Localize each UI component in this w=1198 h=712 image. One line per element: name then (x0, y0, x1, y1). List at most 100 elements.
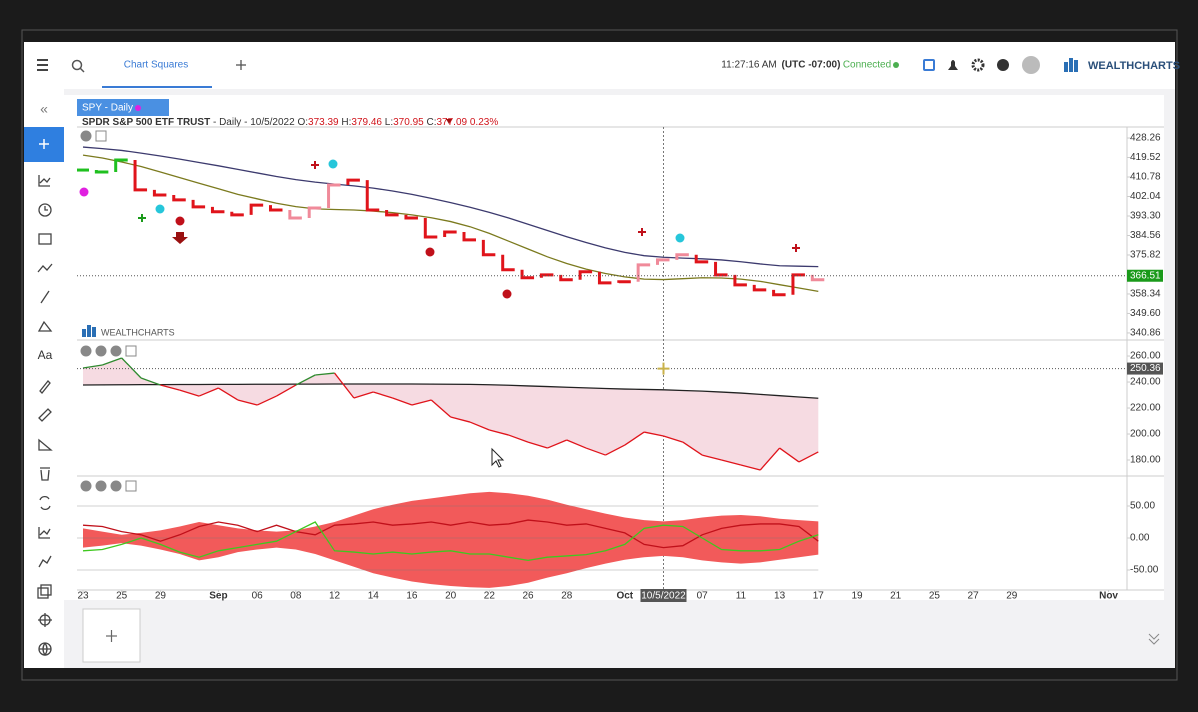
timezone: (UTC -07:00) (782, 60, 841, 71)
settings-icon[interactable] (971, 58, 985, 72)
oscillator-segment (624, 431, 645, 446)
x-tick-label: 11 (736, 591, 747, 602)
oscillator-segment (430, 399, 452, 418)
panel-button[interactable] (80, 480, 92, 492)
help-icon[interactable] (997, 59, 1009, 71)
panel-button[interactable] (95, 480, 107, 492)
panel-button[interactable] (125, 480, 137, 492)
x-tick-label: 12 (329, 591, 341, 602)
last-tag (1127, 269, 1163, 282)
search-icon[interactable] (71, 59, 85, 73)
oscillator-segment (121, 357, 142, 379)
signal-dot (328, 159, 338, 169)
price-bar (462, 232, 476, 242)
cursor-label: 10/5/2022 (641, 591, 686, 602)
oscillator-segment (160, 384, 180, 391)
price-bar (714, 261, 728, 277)
expand[interactable] (1148, 633, 1160, 645)
y-tick-label: 220.00 (1130, 403, 1161, 414)
panel-button[interactable] (110, 345, 122, 357)
x-tick-label: 06 (252, 591, 264, 602)
symbol-dot (135, 105, 141, 111)
panel-button[interactable] (125, 345, 137, 357)
signal-dot (155, 204, 165, 214)
x-tick-label: Sep (209, 591, 227, 602)
x-tick-label: 23 (77, 591, 89, 602)
y-tick-label: 375.82 (1130, 250, 1161, 261)
y-tick-label: 340.86 (1130, 328, 1161, 339)
oscillator-segment (256, 395, 277, 406)
oscillator-segment (237, 399, 258, 406)
x-tick-label: 28 (561, 591, 573, 602)
collapse[interactable]: « (40, 101, 48, 117)
instrument: SPDR S&P 500 ETF TRUST (82, 117, 210, 128)
save-icon[interactable] (923, 59, 935, 71)
price-bar (791, 273, 805, 295)
y-tick-label: 419.52 (1130, 152, 1161, 163)
cursor-marker (657, 362, 670, 375)
avatar[interactable] (1022, 56, 1040, 74)
y-tick-label: 200.00 (1130, 429, 1161, 440)
spread-fill (83, 357, 819, 471)
y-tick-label: 402.04 (1130, 191, 1161, 202)
legend: SPDR S&P 500 ETF TRUST - Daily - 10/5/20… (82, 117, 498, 128)
price-bar (152, 189, 167, 197)
x-tick-label: 19 (851, 591, 863, 602)
sidebar (24, 89, 64, 668)
price-bar (114, 158, 128, 173)
price-bar (133, 160, 148, 192)
ohlc-key: O: (297, 117, 308, 128)
oscillator-segment (469, 421, 490, 431)
oscillator-segment (663, 435, 684, 443)
price-bar (675, 253, 689, 260)
price-bar (810, 274, 825, 282)
alert-icon[interactable] (948, 60, 958, 70)
panel-button[interactable] (110, 480, 122, 492)
x-tick-label: 22 (484, 591, 496, 602)
change: 0.23% (470, 117, 498, 128)
panel-button[interactable] (95, 345, 107, 357)
price-bar (230, 211, 244, 217)
oscillator-segment (140, 377, 161, 386)
oscillator-segment (585, 447, 606, 456)
x-tick-label: Nov (1099, 591, 1118, 602)
text-tool[interactable]: Aa (38, 348, 53, 362)
y-tick-label: 0.00 (1130, 533, 1150, 544)
price-bar (269, 205, 283, 212)
price-bar (481, 239, 496, 257)
oscillator-segment (779, 447, 800, 463)
oscillator-segment (740, 464, 761, 471)
tool-icons[interactable] (37, 175, 53, 657)
signal-dot (502, 289, 512, 299)
ohlc-key: H: (341, 117, 351, 128)
price-bar (288, 209, 302, 220)
panel-button[interactable] (80, 345, 92, 357)
x-tick-label: 14 (368, 591, 380, 602)
x-tick-label: 08 (290, 591, 302, 602)
series-line (82, 383, 819, 399)
price-bar (617, 280, 631, 284)
y-tick-label: 50.00 (1130, 501, 1155, 512)
menu-icon[interactable] (37, 59, 48, 71)
oscillator-segment (218, 387, 239, 401)
oscillator-segment (508, 434, 529, 443)
price-bar (327, 183, 341, 208)
oscillator-segment (295, 374, 316, 386)
y-tick-label: 428.26 (1130, 133, 1161, 144)
brand-logo (1064, 58, 1078, 72)
last-label: 250.36 (1130, 363, 1161, 374)
oscillator-segment (392, 397, 413, 406)
tab[interactable]: Chart Squares (124, 60, 188, 71)
cursor-tag (640, 589, 687, 602)
symbol-tag[interactable] (77, 99, 169, 116)
price-bar (539, 273, 554, 278)
tab-underline (102, 86, 212, 88)
signal-dot (79, 187, 89, 197)
panel-button[interactable] (95, 130, 107, 142)
panel-button[interactable] (80, 130, 92, 142)
signal-plus (311, 161, 319, 169)
price-bar (559, 274, 573, 282)
oscillator-segment (682, 441, 703, 456)
add-tab[interactable] (236, 60, 246, 70)
oscillator-segment (411, 399, 432, 406)
